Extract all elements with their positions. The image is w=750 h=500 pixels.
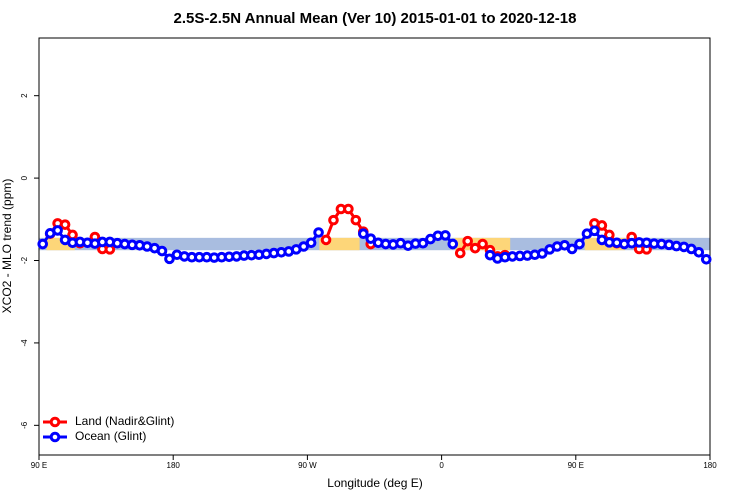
data-point (164, 253, 175, 265)
x-tick-label: 90 W (298, 461, 317, 470)
data-point (350, 214, 362, 226)
legend-label: Land (Nadir&Glint) (75, 414, 174, 428)
data-point (52, 225, 63, 236)
data-point (59, 219, 71, 230)
data-point (469, 242, 481, 254)
x-axis-label: Longitude (deg E) (327, 476, 422, 490)
data-point (700, 253, 712, 265)
data-point (566, 243, 578, 255)
data-point (477, 238, 488, 250)
data-point (589, 225, 600, 237)
data-point (328, 214, 339, 226)
y-tick-label: -2 (20, 256, 29, 264)
data-point (693, 246, 705, 258)
data-point (596, 220, 608, 231)
data-point (417, 237, 429, 249)
data-point (320, 234, 332, 246)
x-tick-label: 0 (439, 461, 444, 470)
legend-marker (49, 431, 61, 443)
x-tick-label: 180 (167, 461, 181, 470)
y-tick-label: -6 (20, 421, 29, 429)
x-tick-label: 90 E (31, 461, 47, 470)
y-tick-label: 2 (20, 93, 29, 98)
data-point (574, 238, 585, 250)
data-point (305, 237, 317, 249)
legend-label: Ocean (Glint) (75, 429, 146, 443)
data-point (536, 248, 548, 259)
data-point (462, 235, 473, 247)
data-point (37, 238, 49, 250)
x-tick-label: 90 E (568, 461, 584, 470)
y-tick-label: 0 (20, 175, 29, 180)
data-point (365, 233, 377, 244)
data-point (313, 227, 324, 238)
data-point (447, 238, 459, 250)
data-point (358, 228, 369, 240)
data-point (156, 245, 168, 257)
legend-marker (49, 416, 61, 428)
data-point (454, 247, 466, 259)
data-point (440, 230, 451, 241)
y-axis-label: XCO2 - MLO trend (ppm) (0, 179, 14, 314)
chart-title: 2.5S-2.5N Annual Mean (Ver 10) 2015-01-0… (174, 10, 577, 27)
x-tick-label: 180 (703, 461, 717, 470)
y-tick-label: -4 (20, 339, 29, 347)
data-point (343, 203, 354, 215)
